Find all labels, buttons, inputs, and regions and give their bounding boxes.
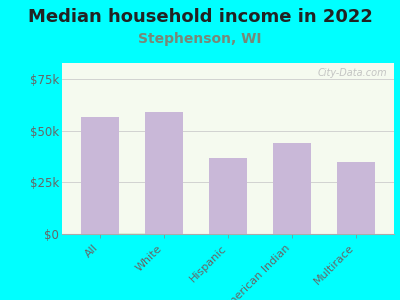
Bar	[209, 158, 247, 234]
Bar	[81, 117, 120, 234]
Text: Median household income in 2022: Median household income in 2022	[28, 8, 372, 26]
Bar	[145, 112, 183, 234]
Text: City-Data.com: City-Data.com	[318, 68, 387, 78]
Text: Stephenson, WI: Stephenson, WI	[138, 32, 262, 46]
Bar	[336, 162, 375, 234]
Bar	[273, 143, 311, 234]
